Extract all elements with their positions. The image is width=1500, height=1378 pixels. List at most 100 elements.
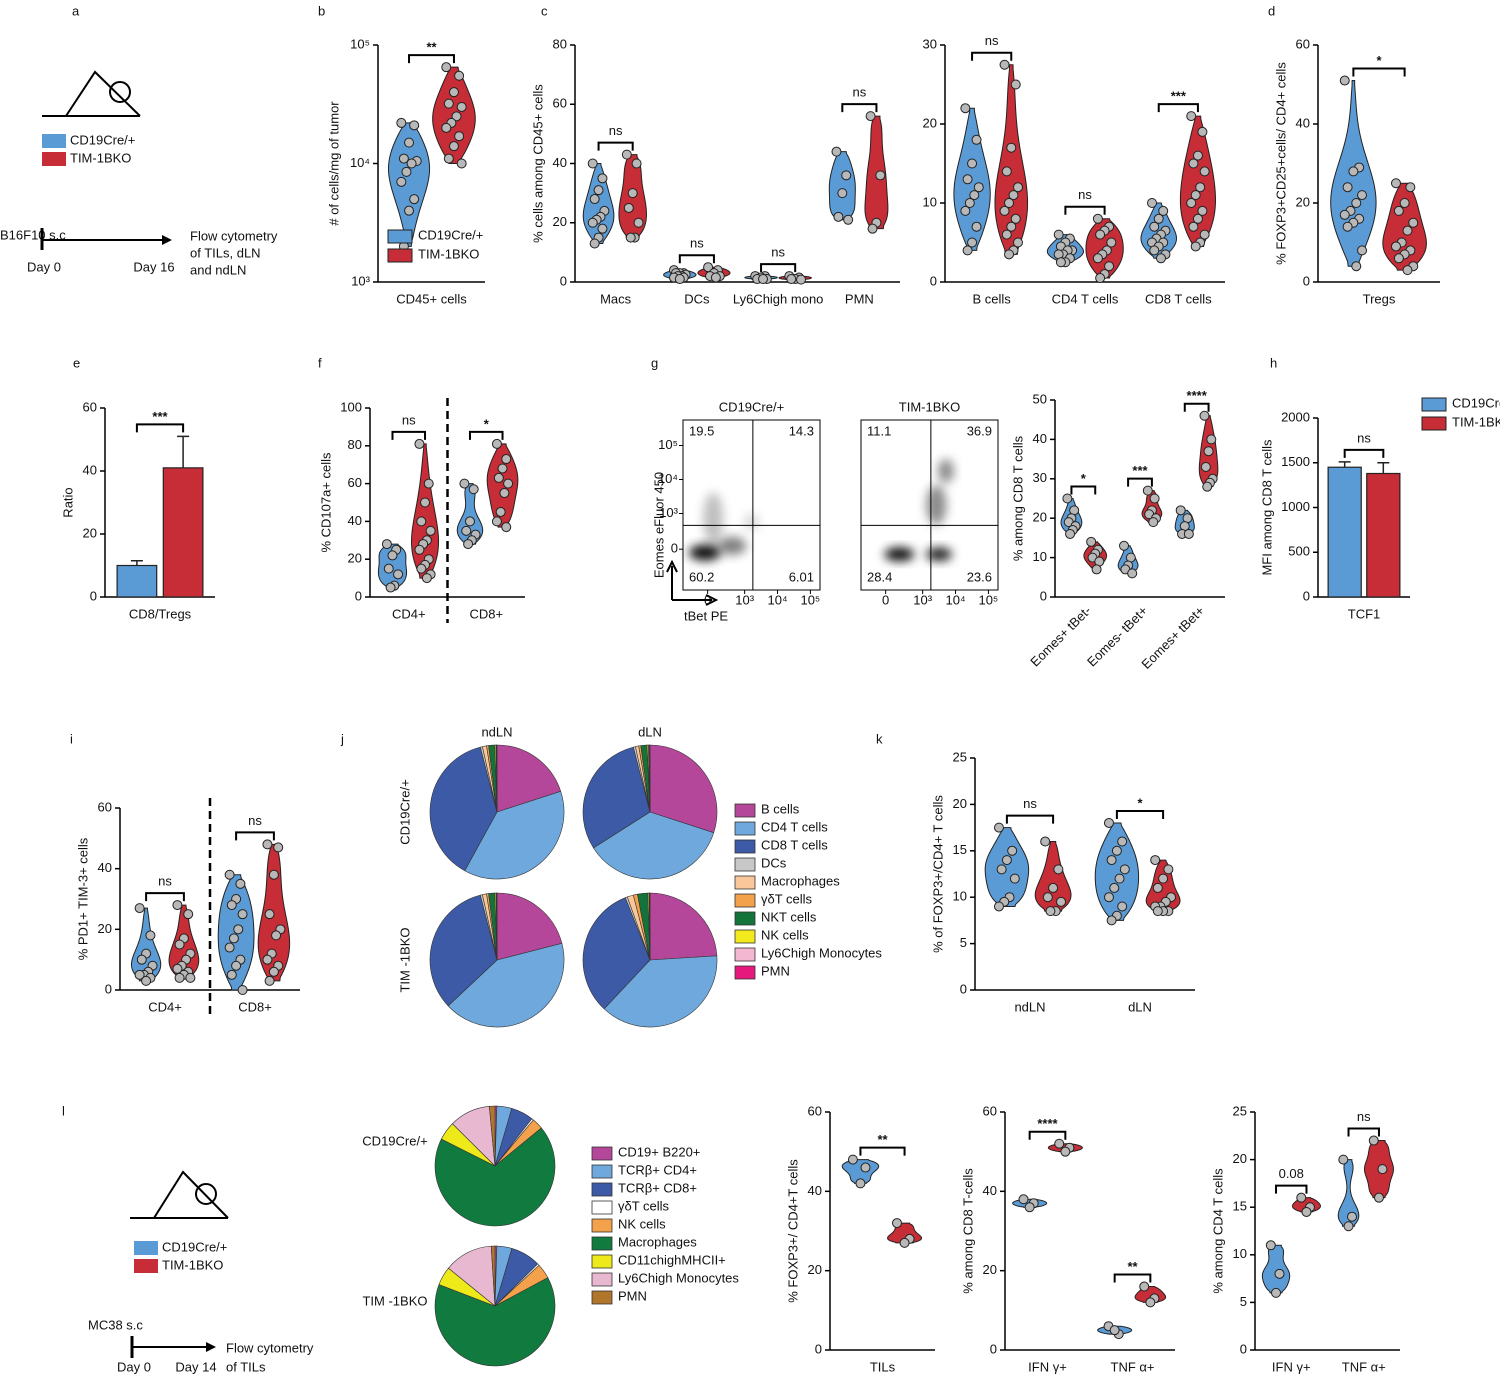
data-point: [1197, 205, 1208, 216]
y-tick-label: 20: [1233, 1151, 1247, 1166]
data-point: [1402, 225, 1413, 236]
data-point: [383, 563, 394, 574]
data-point: [865, 111, 876, 122]
data-point: [273, 842, 284, 853]
data-point: [1147, 198, 1158, 208]
data-point: [837, 188, 848, 199]
data-point: [1006, 142, 1017, 153]
legend-label: NK cells: [761, 927, 809, 942]
significance-label: ns: [985, 33, 999, 48]
significance-bracket: [597, 141, 634, 151]
column-label: dLN: [638, 724, 662, 739]
data-point: [491, 516, 502, 527]
data-point: [454, 131, 465, 142]
data-point: [1271, 1287, 1282, 1298]
x-tick-label: 10³: [735, 592, 754, 607]
significance-bracket: [1070, 485, 1097, 495]
y-axis-label: % cells among CD45+ cells: [530, 84, 545, 243]
data-point: [1117, 836, 1128, 847]
mouse-icon: [153, 1170, 229, 1219]
y-tick-label: 20: [1033, 510, 1047, 525]
data-point: [967, 237, 978, 248]
data-point: [1091, 564, 1102, 575]
readout: Flow cytometry: [226, 1340, 314, 1355]
density: [937, 459, 954, 483]
legend-label: PMN: [761, 963, 790, 978]
y-axis-label: % CD107a+ cells: [318, 452, 333, 553]
row-label: CD19Cre/+: [397, 779, 412, 844]
data-point: [1065, 528, 1076, 539]
significance-label: ns: [771, 245, 785, 260]
data-point: [1342, 182, 1353, 193]
data-point: [406, 158, 417, 169]
data-point: [1095, 273, 1106, 284]
data-point: [1150, 855, 1161, 866]
data-point: [174, 939, 185, 950]
data-point: [1265, 1240, 1276, 1251]
x-tick-label: PMN: [845, 291, 874, 306]
significance-bracket: [1157, 103, 1199, 113]
data-point: [387, 550, 398, 561]
bar: [1366, 472, 1401, 598]
y-tick-label: 60: [98, 799, 112, 814]
data-point: [396, 117, 407, 128]
significance-label: **: [426, 40, 437, 55]
legend-swatch: [591, 1218, 613, 1233]
quadrant-value: 28.4: [867, 569, 892, 584]
legend-label: CD8 T cells: [761, 837, 828, 852]
significance-label: *: [484, 416, 490, 431]
data-point: [969, 190, 980, 201]
data-point: [1145, 1297, 1156, 1308]
density: [688, 544, 721, 561]
legend-swatch: [1421, 416, 1447, 431]
readout: and ndLN: [190, 262, 246, 277]
legend-swatch: [591, 1200, 613, 1215]
data-point: [1119, 540, 1130, 551]
y-tick-label: 60: [553, 96, 567, 111]
data-point: [385, 582, 396, 593]
data-point: [414, 438, 425, 449]
data-point: [1339, 75, 1350, 86]
data-point: [1024, 1202, 1035, 1213]
significance-label: ns: [1078, 187, 1092, 202]
y-tick-label: 0: [1303, 273, 1310, 288]
data-point: [401, 166, 412, 177]
data-point: [1119, 864, 1130, 875]
significance-bracket: [1127, 477, 1153, 487]
y-tick-label: 10⁴: [350, 155, 370, 170]
pie-slice: [649, 744, 718, 834]
significance-bracket: [145, 892, 185, 902]
y-tick-label: 0: [815, 1341, 822, 1356]
significance-bracket: [135, 423, 185, 433]
data-point: [971, 134, 982, 145]
data-point: [448, 141, 459, 152]
data-point: [224, 869, 235, 880]
legend-swatch: [387, 248, 413, 263]
data-point: [1274, 1268, 1285, 1279]
data-point: [1197, 126, 1208, 137]
data-point: [962, 174, 973, 185]
error-bar: [130, 560, 143, 566]
data-point: [1351, 261, 1362, 272]
data-point: [1301, 1206, 1312, 1217]
data-point: [409, 194, 420, 205]
data-point: [1018, 1194, 1029, 1205]
data-point: [621, 149, 632, 160]
data-point: [831, 146, 842, 157]
data-point: [1190, 241, 1201, 252]
row-label: CD19Cre/+: [362, 1133, 427, 1148]
plot-frame: [860, 419, 999, 591]
data-point: [1399, 198, 1410, 208]
data-point: [1117, 901, 1128, 912]
y-tick-label: 0: [1240, 1341, 1247, 1356]
legend-label: CD19+ B220+: [618, 1144, 700, 1159]
data-point: [960, 205, 971, 216]
density: [884, 547, 915, 562]
data-point: [425, 525, 436, 536]
significance-bracket: [1347, 1127, 1380, 1137]
legend-swatch: [734, 893, 756, 908]
significance-bracket: [391, 430, 427, 440]
data-point: [973, 182, 984, 193]
data-point: [1040, 836, 1051, 847]
data-point: [226, 969, 237, 980]
